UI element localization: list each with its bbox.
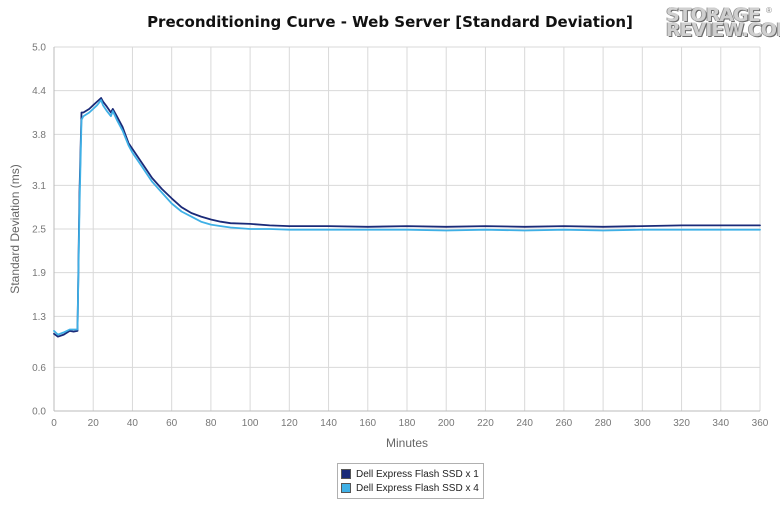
x-tick-label: 260	[556, 418, 573, 429]
series-line-2	[53, 99, 761, 336]
y-tick-label: 4.4	[32, 86, 46, 97]
x-tick-label: 220	[477, 418, 494, 429]
x-tick-label: 300	[634, 418, 651, 429]
x-tick-label: 40	[127, 418, 139, 429]
x-tick-label: 360	[752, 418, 769, 429]
x-tick-label: 320	[673, 418, 690, 429]
y-tick-label: 1.3	[32, 312, 46, 323]
legend-label-series-2: Dell Express Flash SSD x 4	[356, 482, 479, 494]
x-tick-label: 120	[281, 418, 298, 429]
logo-line-2: REVIEW.COM	[666, 19, 780, 41]
tick-labels: 0 20 40 60 80 100 120 140 160 180 200 220 240 260 280 3…	[32, 43, 769, 430]
legend: Dell Express Flash SSD x 1 Dell Express …	[337, 463, 484, 499]
x-tick-label: 240	[516, 418, 533, 429]
series-lines	[53, 97, 761, 338]
x-tick-label: 200	[438, 418, 455, 429]
logo-registered-mark: ®	[766, 6, 772, 15]
y-tick-label: 3.8	[32, 130, 46, 141]
y-tick-label: 0.0	[32, 407, 46, 418]
x-tick-label: 20	[88, 418, 100, 429]
logo-line-1: STORAGE	[666, 4, 761, 26]
series-line-1	[53, 97, 761, 338]
y-tick-label: 2.5	[32, 225, 46, 236]
x-tick-label: 60	[166, 418, 178, 429]
x-tick-label: 0	[51, 418, 57, 429]
x-tick-label: 180	[399, 418, 416, 429]
storagereview-logo: STORAGE REVIEW.COM ®	[658, 4, 780, 41]
legend-swatch-series-2	[341, 483, 351, 493]
legend-item-series-1: Dell Express Flash SSD x 1	[341, 467, 479, 481]
x-tick-label: 160	[359, 418, 376, 429]
y-tick-label: 0.6	[32, 363, 46, 374]
x-tick-label: 100	[242, 418, 259, 429]
x-tick-label: 280	[595, 418, 612, 429]
chart-title: Preconditioning Curve - Web Server [Stan…	[147, 13, 633, 31]
x-tick-label: 140	[320, 418, 337, 429]
legend-label-series-1: Dell Express Flash SSD x 1	[356, 468, 479, 480]
y-tick-label: 1.9	[32, 268, 46, 279]
legend-swatch-series-1	[341, 469, 351, 479]
y-axis-title: Standard Deviation (ms)	[8, 164, 22, 293]
y-tick-label: 3.1	[32, 181, 46, 192]
y-tick-label: 5.0	[32, 43, 46, 54]
x-tick-label: 340	[712, 418, 729, 429]
legend-item-series-2: Dell Express Flash SSD x 4	[341, 481, 479, 495]
x-axis-title: Minutes	[386, 436, 428, 450]
x-tick-label: 80	[205, 418, 217, 429]
